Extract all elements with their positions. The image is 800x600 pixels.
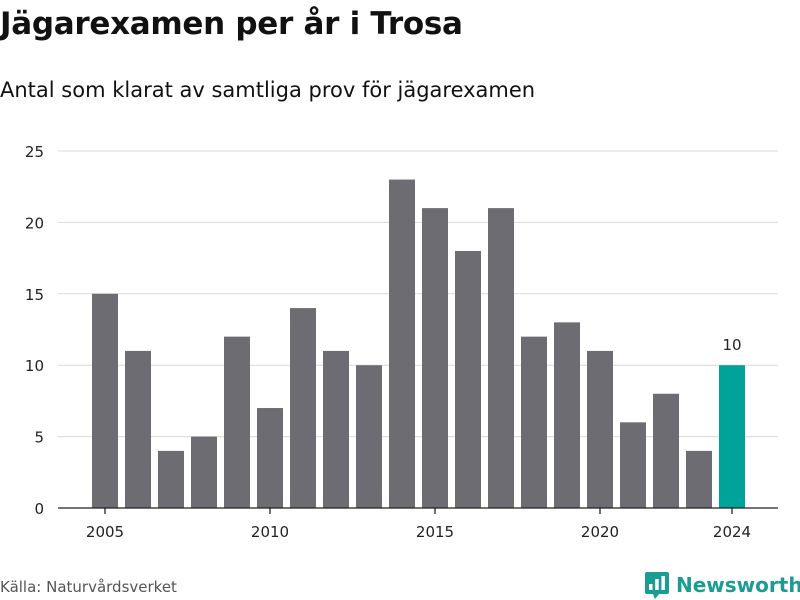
chart-title: Jägarexamen per år i Trosa xyxy=(0,6,463,42)
bar xyxy=(521,336,547,508)
bar xyxy=(257,408,283,508)
y-tick-label: 0 xyxy=(34,500,44,518)
y-tick-label: 15 xyxy=(25,286,44,304)
bar xyxy=(653,393,679,508)
bar xyxy=(224,336,250,508)
bar-chart: 0 5 10 15 20 25 2005 2010 2015 2020 2024 10 xyxy=(25,143,778,541)
x-tick-label: 2010 xyxy=(251,523,289,541)
bar xyxy=(356,365,382,508)
x-tick-label: 2020 xyxy=(581,523,619,541)
bar xyxy=(719,365,745,508)
y-tick-label: 10 xyxy=(25,357,44,375)
bar xyxy=(191,436,217,508)
bar xyxy=(158,450,184,508)
bar xyxy=(290,308,316,508)
bar xyxy=(323,350,349,508)
bar xyxy=(620,422,646,508)
x-tick-label: 2005 xyxy=(86,523,124,541)
bar xyxy=(554,322,580,508)
source-note: Källa: Naturvårdsverket xyxy=(0,578,177,596)
bar xyxy=(686,450,712,508)
newsworthy-logo-icon xyxy=(645,572,669,599)
data-label: 10 xyxy=(722,336,741,354)
bar xyxy=(587,350,613,508)
chart-subtitle: Antal som klarat av samtliga prov för jä… xyxy=(0,78,536,102)
bar xyxy=(455,250,481,508)
y-tick-label: 25 xyxy=(25,143,44,161)
y-tick-label: 20 xyxy=(25,214,44,232)
bar xyxy=(422,208,448,508)
brand-logo: Newsworthy xyxy=(644,570,800,600)
x-tick-label: 2024 xyxy=(713,523,751,541)
x-tick-label: 2015 xyxy=(416,523,454,541)
y-tick-label: 5 xyxy=(34,429,44,447)
bar xyxy=(92,293,118,508)
bar xyxy=(389,179,415,508)
brand-name: Newsworthy xyxy=(676,573,800,597)
bar xyxy=(125,350,151,508)
bar xyxy=(488,208,514,508)
